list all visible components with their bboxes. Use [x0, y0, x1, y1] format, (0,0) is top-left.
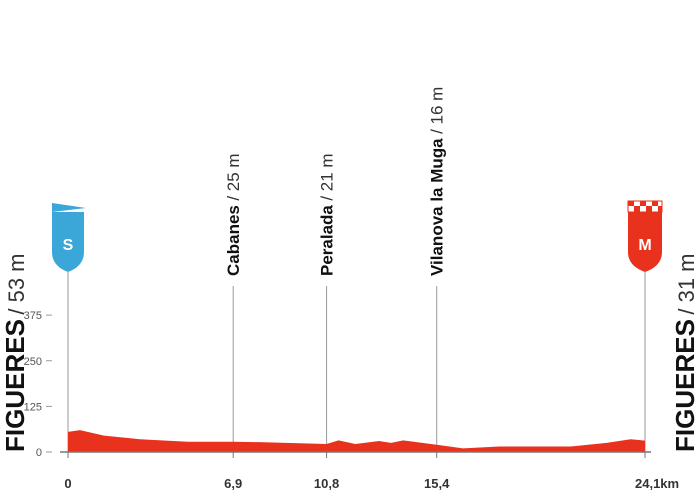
- y-tick-label: 375: [24, 310, 42, 322]
- waypoint-elevation: / 16 m: [428, 87, 447, 134]
- waypoint-elevation: / 21 m: [318, 153, 337, 200]
- y-tick-label: 250: [24, 356, 42, 368]
- waypoint-name: Cabanes: [224, 205, 243, 276]
- start-label: FIGUERES / 53 m: [0, 253, 30, 452]
- waypoint-name: Peralada: [318, 205, 337, 276]
- x-tick-label: 0: [64, 476, 71, 491]
- start-elevation: / 53 m: [4, 253, 29, 314]
- elevation-area: [68, 430, 645, 452]
- finish-name: FIGUERES: [670, 319, 700, 452]
- finish-badge-shape: [627, 200, 663, 272]
- y-tick-label: 0: [36, 447, 42, 459]
- waypoint-label: Cabanes / 25 m: [224, 153, 243, 276]
- start-badge: S: [63, 237, 74, 254]
- finish-elevation: / 31 m: [674, 253, 699, 314]
- waypoint-name: Vilanova la Muga: [428, 138, 447, 276]
- finish-label: FIGUERES / 31 m: [670, 253, 700, 452]
- waypoint-label: Peralada / 21 m: [318, 153, 337, 276]
- x-tick-label: 15,4: [424, 476, 450, 491]
- start-name: FIGUERES: [0, 319, 30, 452]
- waypoint-elevation: / 25 m: [224, 153, 243, 200]
- x-tick-label: 10,8: [314, 476, 339, 491]
- y-tick-label: 125: [24, 401, 42, 413]
- x-tick-label: 24,1km: [635, 476, 679, 491]
- x-tick-label: 6,9: [224, 476, 242, 491]
- finish-badge: M: [638, 237, 651, 254]
- start-badge-shape: [52, 203, 86, 272]
- waypoint-label: Vilanova la Muga / 16 m: [428, 87, 447, 276]
